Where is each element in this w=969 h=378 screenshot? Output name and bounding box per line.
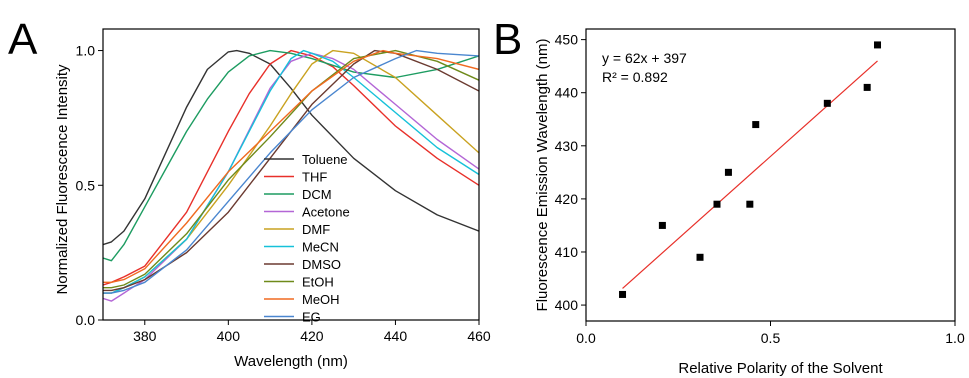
x-tick-label: 0.5 [761, 330, 781, 346]
x-axis-label: Wavelength (nm) [234, 353, 348, 370]
legend-label: EG [302, 310, 321, 325]
y-tick-label: 410 [555, 244, 579, 260]
y-axis-label: Fluorescence Emission Wavelength (nm) [534, 39, 551, 312]
data-point [863, 83, 871, 91]
legend-label: DCM [302, 187, 332, 202]
x-axis-label: Relative Polarity of the Solvent [678, 360, 883, 377]
data-point [619, 290, 627, 298]
series-line-etoh [103, 49, 479, 289]
plot-frame [102, 28, 480, 321]
data-point [658, 221, 666, 229]
data-point [752, 121, 760, 129]
y-tick-label: 420 [555, 191, 579, 207]
series-line-mecn [103, 49, 479, 294]
x-tick-label: 1.0 [945, 330, 965, 346]
legend-label: Toluene [302, 152, 348, 167]
legend-label: Acetone [302, 205, 350, 220]
fit-equation: y = 62x + 397 [602, 50, 687, 66]
y-tick-label: 440 [555, 85, 579, 101]
y-tick-label: 400 [555, 297, 579, 313]
legend-label: EtOH [302, 275, 334, 290]
series-line-meoh [103, 49, 479, 283]
data-point [746, 200, 754, 208]
x-tick-label: 400 [217, 328, 241, 344]
data-point [696, 253, 704, 261]
fit-line [622, 60, 878, 289]
panel-letter-a: A [8, 15, 38, 64]
y-tick-label: 0.5 [76, 177, 96, 193]
data-point [823, 99, 831, 107]
series-line-dcm [103, 49, 479, 262]
x-tick-label: 460 [467, 328, 491, 344]
legend-label: MeOH [302, 292, 340, 307]
legend-label: MeCN [302, 240, 339, 255]
fit-r-squared: R² = 0.892 [602, 69, 668, 85]
y-tick-label: 1.0 [76, 43, 96, 59]
legend-label: DMF [302, 222, 330, 237]
y-axis-label: Normalized Fluorescence Intensity [54, 64, 71, 295]
series-line-thf [103, 49, 479, 286]
data-point [874, 41, 882, 49]
x-tick-label: 0.0 [576, 330, 596, 346]
data-point [713, 200, 721, 208]
x-tick-label: 420 [300, 328, 324, 344]
y-tick-label: 450 [555, 32, 579, 48]
legend-label: DMSO [302, 257, 341, 272]
series-line-toluene [103, 49, 479, 246]
panel-letter-b: B [493, 15, 523, 64]
x-tick-label: 440 [384, 328, 408, 344]
y-tick-label: 0.0 [76, 312, 96, 328]
x-tick-label: 380 [133, 328, 157, 344]
y-tick-label: 430 [555, 138, 579, 154]
data-point [724, 168, 732, 176]
series-line-eg [103, 49, 479, 294]
legend-label: THF [302, 170, 327, 185]
